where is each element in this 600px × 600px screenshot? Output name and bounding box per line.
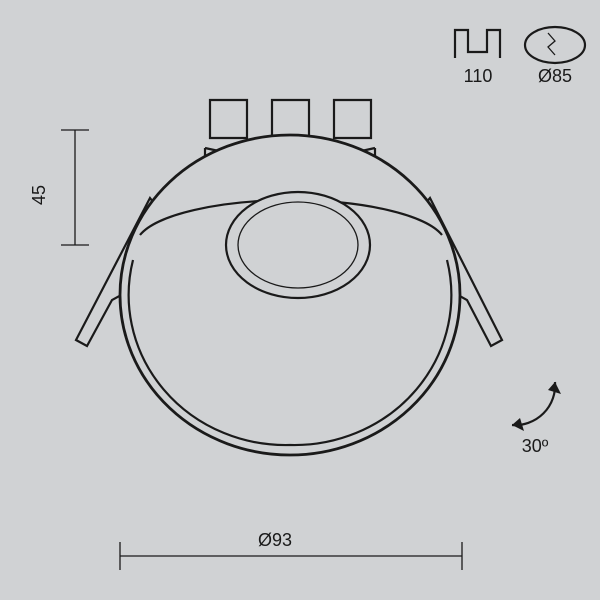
cutout-diameter-label: Ø85	[538, 66, 572, 86]
tilt-angle-icon: 30º	[512, 382, 561, 456]
dim-height: 45	[29, 130, 89, 245]
fixture-body	[120, 135, 460, 455]
dim-width-label: Ø93	[258, 530, 292, 550]
dim-width: Ø93	[120, 530, 462, 570]
cutout-spacing-label: 110	[464, 66, 493, 86]
cutout-hole-icon: Ø85	[525, 27, 585, 86]
cutout-spacing-icon: 110	[455, 30, 500, 86]
tilt-angle-label: 30º	[522, 436, 549, 456]
tech-drawing: 45 Ø93 110 Ø85 30º	[0, 0, 600, 600]
dim-height-label: 45	[29, 185, 49, 205]
